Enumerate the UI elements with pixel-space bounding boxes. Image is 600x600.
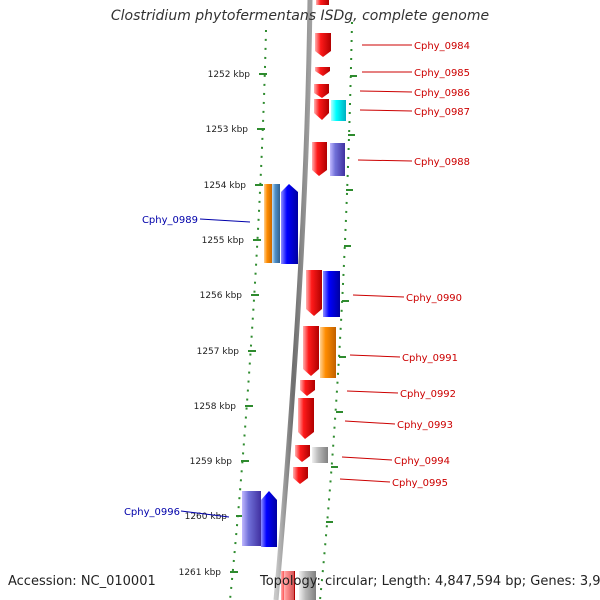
gene-cphy-0988b[interactable]	[330, 143, 345, 176]
gene-cphy-0991a[interactable]	[303, 326, 319, 376]
gene-cphy-0990b[interactable]	[323, 271, 340, 317]
leader-lines	[180, 44, 413, 518]
label-cphy-0996[interactable]: Cphy_0996	[124, 507, 180, 518]
label-cphy-0989[interactable]: Cphy_0989	[142, 215, 198, 226]
scale-label-1256: 1256 kbp	[200, 291, 243, 301]
label-cphy-0993[interactable]: Cphy_0993	[397, 420, 453, 431]
gene-cphy-0993[interactable]	[298, 398, 314, 439]
gene-cphy-0986[interactable]	[314, 84, 329, 98]
forward-genes	[281, 0, 346, 600]
gene-cphy-0996b[interactable]	[261, 491, 277, 547]
gene-cphy-0995[interactable]	[293, 467, 308, 484]
scale-label-1259: 1259 kbp	[190, 457, 233, 467]
gene-cphy-0992[interactable]	[300, 380, 315, 396]
reverse-genes	[242, 184, 298, 547]
gene-cphy-0988a[interactable]	[312, 142, 327, 176]
label-cphy-0986[interactable]: Cphy_0986	[414, 88, 470, 99]
gene-cphy-0984[interactable]	[315, 33, 331, 57]
dotted-left-scale	[229, 29, 267, 600]
label-cphy-0985[interactable]: Cphy_0985	[414, 68, 470, 79]
label-cphy-0994[interactable]: Cphy_0994	[394, 456, 450, 467]
gene-cphy-0987a[interactable]	[314, 99, 329, 120]
gene-cphy-0994b[interactable]	[312, 447, 328, 463]
scale-label-1258: 1258 kbp	[194, 402, 237, 412]
gene-cphy-0996a[interactable]	[242, 491, 261, 546]
accession-text: Accession: NC_010001	[8, 574, 156, 589]
gene-bottom-gray[interactable]	[299, 571, 316, 600]
label-cphy-0988[interactable]: Cphy_0988	[414, 157, 470, 168]
gene-cphy-0989c[interactable]	[281, 184, 298, 264]
scale-label-1260: 1260 kbp	[185, 512, 228, 522]
label-cphy-0992[interactable]: Cphy_0992	[400, 389, 456, 400]
gene-cphy-0991b[interactable]	[320, 327, 336, 378]
scale-label-1252: 1252 kbp	[208, 70, 251, 80]
scale-label-1257: 1257 kbp	[197, 347, 240, 357]
gene-cphy-0989b[interactable]	[272, 184, 280, 263]
label-cphy-0995[interactable]: Cphy_0995	[392, 478, 448, 489]
gene-cphy-0994a[interactable]	[295, 445, 310, 462]
scale-label-1253: 1253 kbp	[206, 125, 249, 135]
gene-cphy-0990a[interactable]	[306, 270, 322, 316]
scale-label-1255: 1255 kbp	[202, 236, 245, 246]
topology-text: Topology: circular; Length: 4,847,594 bp…	[260, 574, 600, 589]
label-cphy-0991[interactable]: Cphy_0991	[402, 353, 458, 364]
label-cphy-0990[interactable]: Cphy_0990	[406, 293, 462, 304]
gene-cphy-0987b[interactable]	[331, 100, 346, 121]
scale-label-1254: 1254 kbp	[204, 181, 247, 191]
genome-backbone	[273, 0, 313, 600]
label-cphy-0987[interactable]: Cphy_0987	[414, 107, 470, 118]
gene-cphy-0985[interactable]	[315, 67, 330, 76]
label-cphy-0984[interactable]: Cphy_0984	[414, 41, 470, 52]
gene-top-stub	[316, 0, 329, 5]
gene-bottom-pink[interactable]	[284, 571, 294, 600]
map-title: Clostridium phytofermentans ISDg, comple…	[110, 8, 490, 24]
scale-label-1261: 1261 kbp	[179, 568, 222, 578]
gene-cphy-0989a[interactable]	[264, 184, 273, 263]
scale-ticks	[230, 73, 357, 573]
